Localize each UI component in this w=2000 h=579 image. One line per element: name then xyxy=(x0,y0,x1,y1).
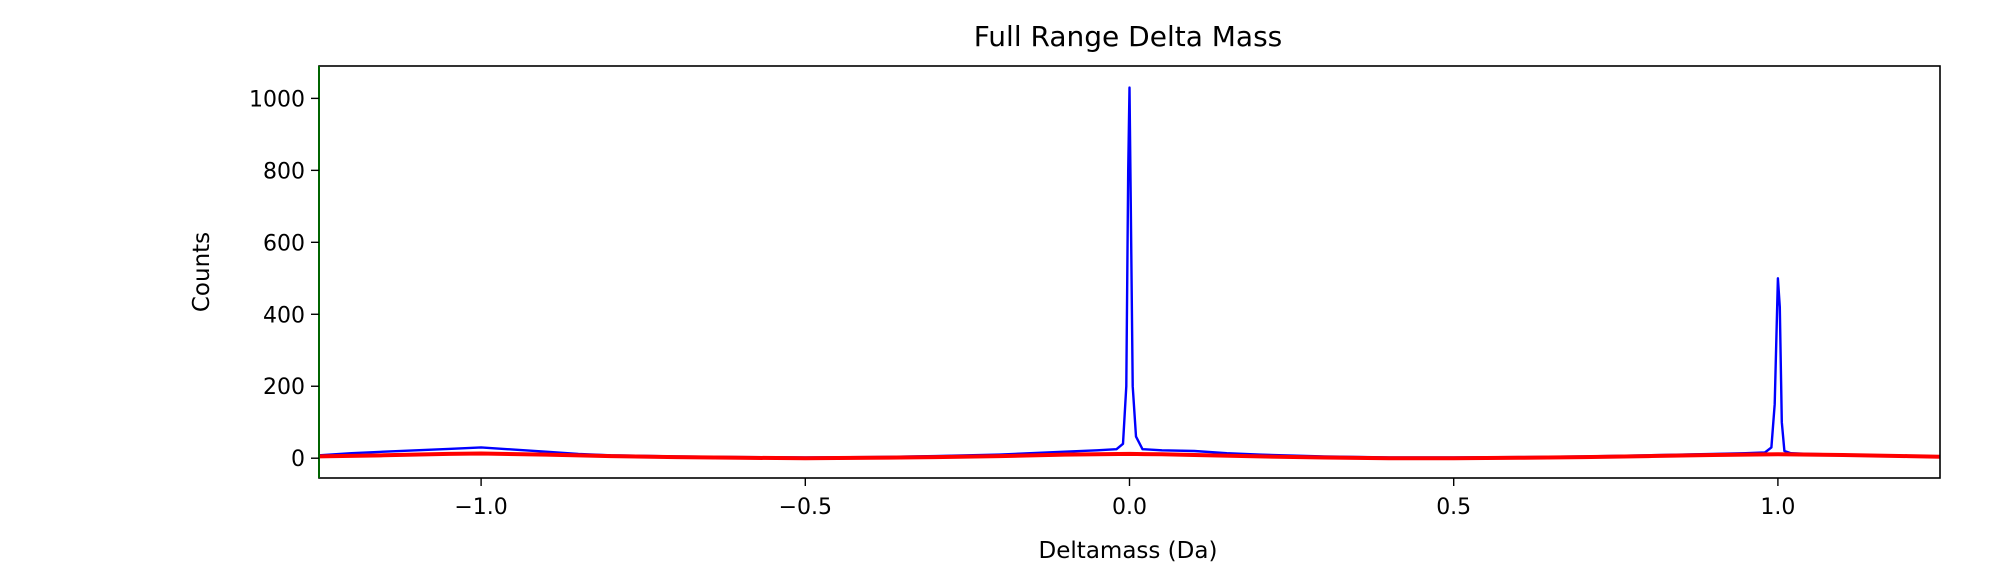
series-line-1 xyxy=(318,86,1941,459)
y-axis-label: Counts xyxy=(189,232,215,312)
series-layer xyxy=(318,86,1941,461)
y-tick-label: 200 xyxy=(263,375,305,400)
x-tick-label: 0.5 xyxy=(1436,495,1471,520)
x-axis-label: Deltamass (Da) xyxy=(1039,538,1218,564)
y-tick-label: 600 xyxy=(263,231,305,256)
x-tick-label: 1.0 xyxy=(1760,495,1795,520)
y-ticks: 0 200 400 600 800 1000 xyxy=(249,87,319,472)
x-tick-label: −1.0 xyxy=(454,495,507,520)
x-tick-label: −0.5 xyxy=(779,495,832,520)
y-tick-label: 1000 xyxy=(249,87,305,112)
y-tick-label: 400 xyxy=(263,303,305,328)
y-tick-label: 800 xyxy=(263,159,305,184)
x-tick-label: 0.0 xyxy=(1112,495,1147,520)
y-tick-label: 0 xyxy=(291,447,305,472)
x-ticks: −1.0 −0.5 0.0 0.5 1.0 xyxy=(454,478,1795,520)
chart-title: Full Range Delta Mass xyxy=(974,20,1283,53)
series-line-2 xyxy=(318,451,1941,461)
